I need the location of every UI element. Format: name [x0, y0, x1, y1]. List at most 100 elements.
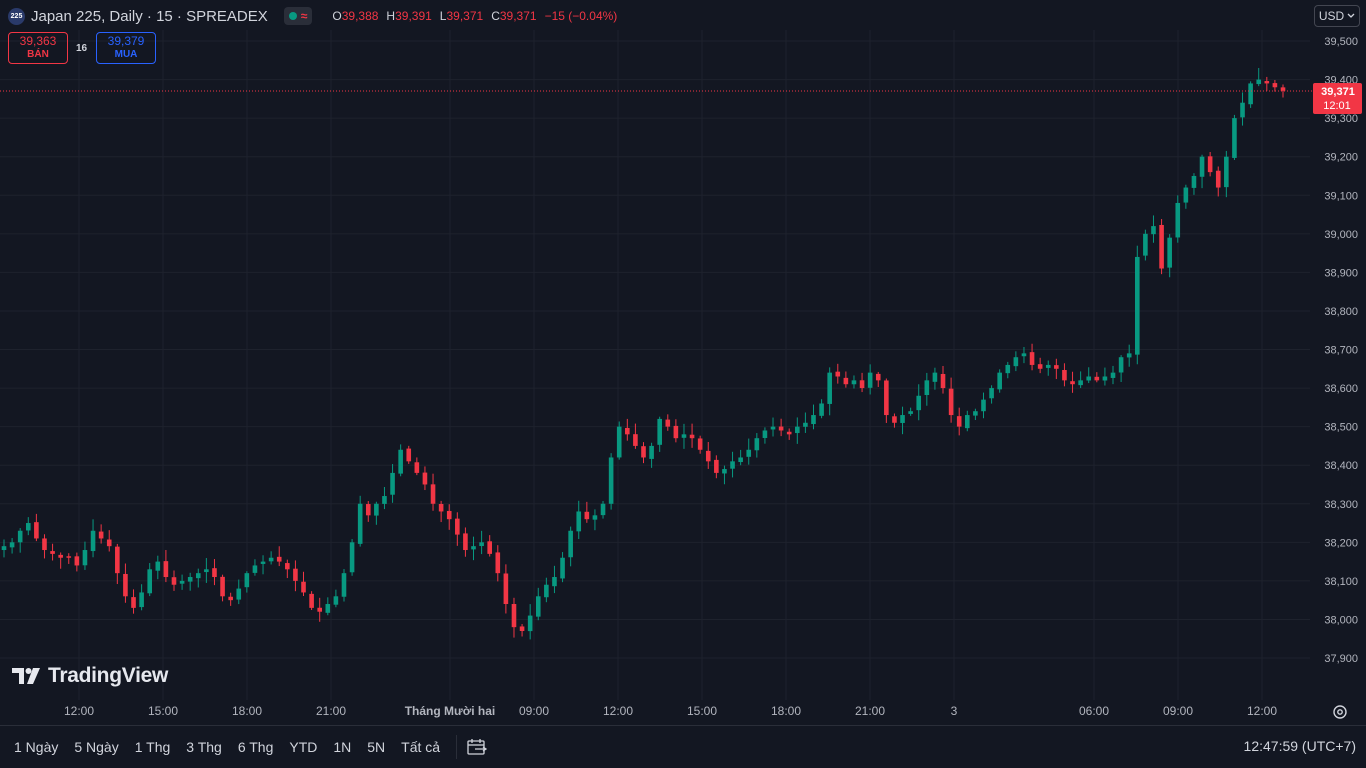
candle: [1102, 367, 1108, 386]
candle-body: [552, 577, 557, 587]
candle: [115, 543, 120, 585]
market-status[interactable]: ≈: [283, 7, 313, 25]
candle-body: [438, 503, 444, 512]
time-axis-label: 09:00: [519, 704, 549, 718]
candle-body: [244, 573, 250, 588]
range-ytd[interactable]: YTD: [289, 739, 318, 755]
candle: [1143, 229, 1148, 261]
time-axis-label: 12:00: [64, 704, 94, 718]
candle-body: [859, 380, 865, 389]
high-value: 39,391: [395, 9, 432, 23]
candle: [778, 418, 784, 437]
go-to-date-icon[interactable]: [465, 735, 489, 759]
candle: [819, 399, 824, 419]
candle: [762, 427, 768, 444]
candle: [576, 500, 582, 540]
candle-body: [139, 592, 144, 608]
candle: [568, 526, 573, 567]
candle-body: [1191, 175, 1197, 188]
candle-body: [875, 373, 881, 381]
range-1-day[interactable]: 1 Ngày: [14, 739, 59, 755]
range-1-year[interactable]: 1N: [333, 739, 352, 755]
open-key: O: [332, 9, 342, 23]
candle-body: [892, 416, 897, 423]
candle-body: [285, 563, 290, 570]
candle-body: [1013, 357, 1019, 367]
price-axis-label: 38,200: [1324, 537, 1358, 549]
tradingview-logo[interactable]: TradingView: [12, 664, 168, 688]
candle: [430, 473, 436, 511]
candle: [139, 584, 144, 611]
price-axis-label: 39,100: [1324, 190, 1358, 202]
candle: [705, 441, 711, 469]
sell-button[interactable]: 39,363 BÁN: [8, 32, 68, 64]
candle-body: [625, 427, 630, 435]
price-axis-label: 39,500: [1324, 36, 1358, 48]
candle: [179, 574, 185, 590]
candle: [58, 552, 63, 569]
candle: [90, 519, 96, 558]
candle-body: [964, 415, 970, 429]
candle-body: [365, 504, 371, 516]
candle: [1248, 81, 1253, 108]
axis-settings-gear-icon[interactable]: [1330, 702, 1350, 722]
range-all[interactable]: Tất cả: [401, 739, 441, 755]
chart-canvas[interactable]: 39,50039,40039,30039,20039,10039,00038,9…: [0, 0, 1366, 725]
candle: [1045, 360, 1051, 376]
candle-body: [608, 457, 614, 504]
candle: [260, 555, 266, 575]
candle-body: [179, 580, 185, 584]
candle-body: [66, 556, 72, 558]
range-6-months[interactable]: 6 Thg: [237, 739, 274, 755]
candle-body: [835, 371, 841, 377]
candle: [835, 363, 841, 384]
candle-body: [1280, 87, 1286, 91]
price-axis-label: 38,900: [1324, 267, 1358, 279]
currency-selector[interactable]: USD: [1314, 5, 1360, 27]
candle: [317, 597, 323, 622]
range-5-years[interactable]: 5N: [367, 739, 386, 755]
candle: [786, 428, 792, 440]
candle: [681, 423, 687, 449]
candle: [187, 572, 193, 591]
candle: [519, 624, 525, 637]
candle-body: [1029, 352, 1035, 365]
candle: [1272, 79, 1278, 92]
symbol-title[interactable]: Japan 225, Daily · 15 · SPREADEX: [31, 7, 268, 25]
candle-body: [519, 626, 525, 632]
range-5-days[interactable]: 5 Ngày: [74, 739, 119, 755]
buy-button[interactable]: 39,379 MUA: [96, 32, 156, 64]
candle-body: [301, 581, 306, 593]
clock-timezone[interactable]: 12:47:59 (UTC+7): [1243, 738, 1356, 754]
candle: [1, 539, 7, 558]
candle: [1013, 351, 1019, 372]
price-axis-label: 38,500: [1324, 422, 1358, 434]
candle-body: [1021, 353, 1027, 357]
candle: [50, 543, 55, 561]
candle: [438, 500, 444, 523]
candle: [1005, 361, 1011, 379]
candle: [74, 552, 80, 572]
candle-body: [349, 542, 355, 573]
open-value: 39,388: [341, 9, 379, 23]
price-axis-label: 38,300: [1324, 499, 1358, 511]
time-axis: 12:00 15:00 18:00 21:00 Tháng Mười hai 09:00 1…: [64, 704, 1277, 718]
candle-body: [212, 568, 217, 578]
range-3-months[interactable]: 3 Thg: [186, 739, 222, 755]
candle-body: [1, 546, 7, 551]
candle: [106, 530, 112, 552]
candle-body: [1037, 364, 1043, 369]
candle-body: [535, 596, 541, 617]
candle-body: [268, 557, 274, 562]
price-axis-label: 38,000: [1324, 614, 1358, 626]
candle: [82, 541, 88, 570]
candle: [25, 517, 31, 536]
candle: [1256, 68, 1262, 87]
time-axis-label: 15:00: [687, 704, 717, 718]
candle-body: [9, 542, 15, 548]
candle: [309, 591, 314, 610]
range-1-month[interactable]: 1 Thg: [134, 739, 171, 755]
candle-body: [398, 449, 403, 474]
candle-body: [98, 531, 104, 539]
candle: [131, 589, 136, 614]
